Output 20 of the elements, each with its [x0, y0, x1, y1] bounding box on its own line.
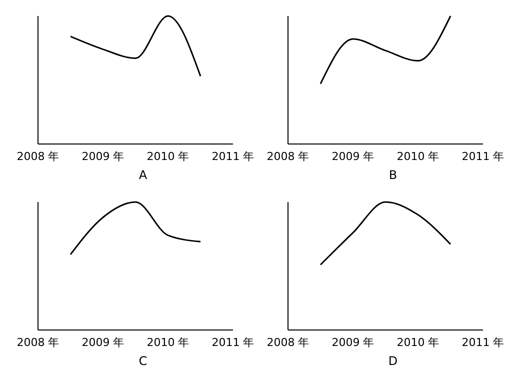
x-tick-label: 2010 年	[396, 150, 440, 163]
x-tick-label: 2009 年	[82, 336, 124, 349]
x-tick-label: 2008 年	[266, 336, 310, 349]
x-tick-label: 2011 年	[462, 336, 504, 349]
x-tick-label: 2008 年	[16, 150, 60, 163]
x-tick-label: 2011 年	[212, 150, 254, 163]
x-tick-label: 2011 年	[212, 336, 254, 349]
x-tick-label: 2009 年	[82, 150, 124, 163]
x-tick-label: 2008 年	[16, 336, 60, 349]
x-tick-label: 2008 年	[266, 150, 310, 163]
text: A	[138, 168, 148, 182]
x-tick-label: 2010 年	[146, 336, 190, 349]
text: C	[138, 354, 148, 368]
x-tick-label: 2010 年	[146, 150, 190, 163]
text: D	[387, 354, 399, 368]
x-tick-label: 2011 年	[462, 150, 504, 163]
x-tick-label: 2009 年	[332, 150, 374, 163]
x-tick-label: 2009 年	[332, 336, 374, 349]
text: B	[388, 168, 398, 182]
x-tick-label: 2010 年	[396, 336, 440, 349]
